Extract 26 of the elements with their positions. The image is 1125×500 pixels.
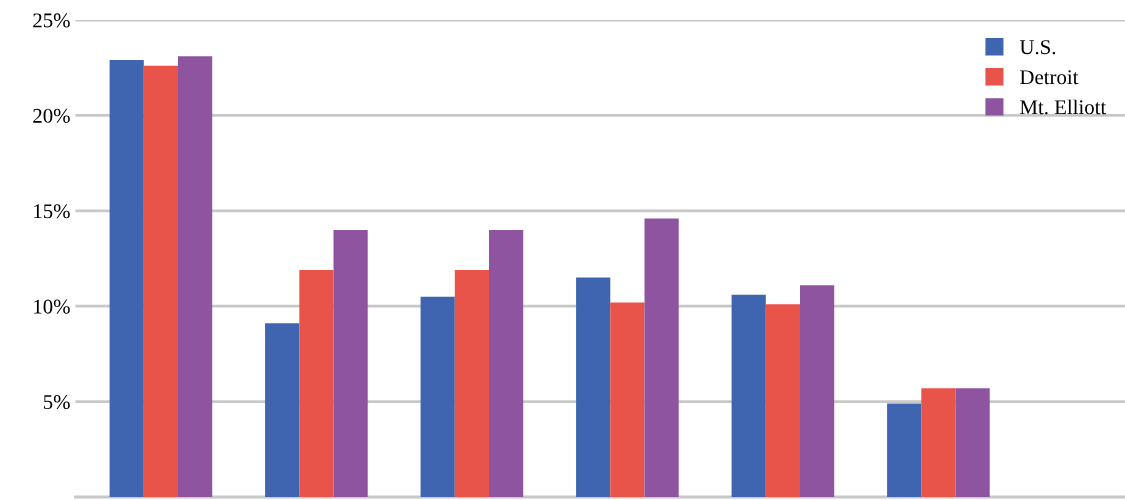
bar [109,60,144,497]
bar [265,323,300,497]
bar [178,56,213,497]
legend-label: Detroit [1020,70,1079,85]
bar [299,269,334,497]
bar [955,388,990,497]
bar [731,294,766,497]
legend-label: Mt. Elliott [1020,99,1107,115]
bar [143,65,179,497]
bar [576,277,611,497]
y-tick-label: 5% [43,394,70,410]
bar [921,388,956,497]
bar [800,285,835,497]
bar [333,229,368,497]
bar [765,304,801,497]
bar [489,229,524,497]
legend-label: U.S. [1019,40,1056,55]
y-tick-label: 10% [34,299,70,314]
y-tick-label: 15% [34,204,70,219]
bar [887,403,922,497]
bar [610,302,645,497]
bar [644,218,679,497]
y-tick-label: 20% [33,108,70,123]
y-tick-label: 25% [33,13,70,28]
bar [420,296,455,497]
bar [454,269,490,497]
